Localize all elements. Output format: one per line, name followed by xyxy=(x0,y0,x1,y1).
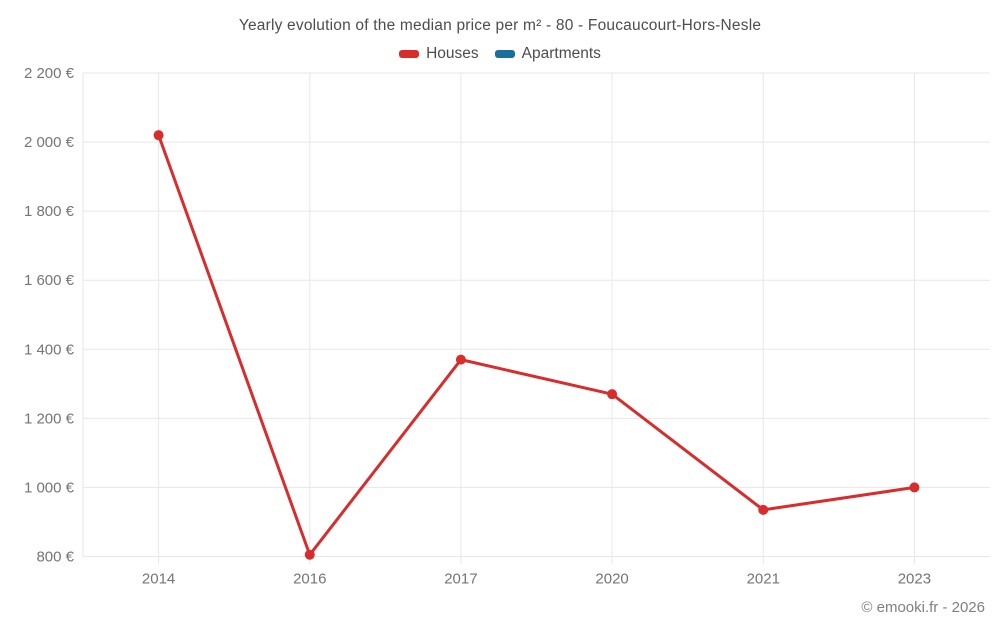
y-axis-label: 1 200 € xyxy=(24,410,75,427)
chart-title: Yearly evolution of the median price per… xyxy=(238,17,762,34)
houses-data-point[interactable] xyxy=(909,482,920,493)
y-axis-label: 2 000 € xyxy=(24,134,75,151)
houses-data-point[interactable] xyxy=(607,389,618,400)
legend-label-apartments: Apartments xyxy=(521,45,601,62)
houses-data-point[interactable] xyxy=(304,549,315,560)
x-axis-label: 2014 xyxy=(142,571,175,588)
legend: Houses Apartments xyxy=(0,45,1000,63)
legend-item-apartments[interactable]: Apartments xyxy=(494,45,601,63)
y-axis-label: 2 200 € xyxy=(24,65,75,82)
apartments-series-swatch-icon xyxy=(494,50,515,58)
x-axis-label: 2017 xyxy=(444,571,477,588)
y-axis-label: 1 600 € xyxy=(24,272,75,289)
legend-label-houses: Houses xyxy=(426,45,479,62)
x-axis-label: 2023 xyxy=(898,571,931,588)
copyright-footer: © emooki.fr - 2026 xyxy=(861,599,985,616)
x-axis-label: 2021 xyxy=(747,571,780,588)
x-axis-label: 2016 xyxy=(293,571,326,588)
x-axis-label: 2020 xyxy=(595,571,628,588)
houses-data-point[interactable] xyxy=(455,354,466,365)
houses-series-line xyxy=(157,133,916,557)
y-axis-label: 1 400 € xyxy=(24,341,75,358)
legend-item-houses[interactable]: Houses xyxy=(399,45,479,63)
y-axis-label: 1 800 € xyxy=(24,203,75,220)
houses-series-swatch-icon xyxy=(399,50,420,58)
houses-data-point[interactable] xyxy=(758,504,769,515)
houses-data-point[interactable] xyxy=(153,130,164,141)
y-axis-label: 1 000 € xyxy=(24,479,75,496)
y-axis-label: 800 € xyxy=(36,549,74,566)
